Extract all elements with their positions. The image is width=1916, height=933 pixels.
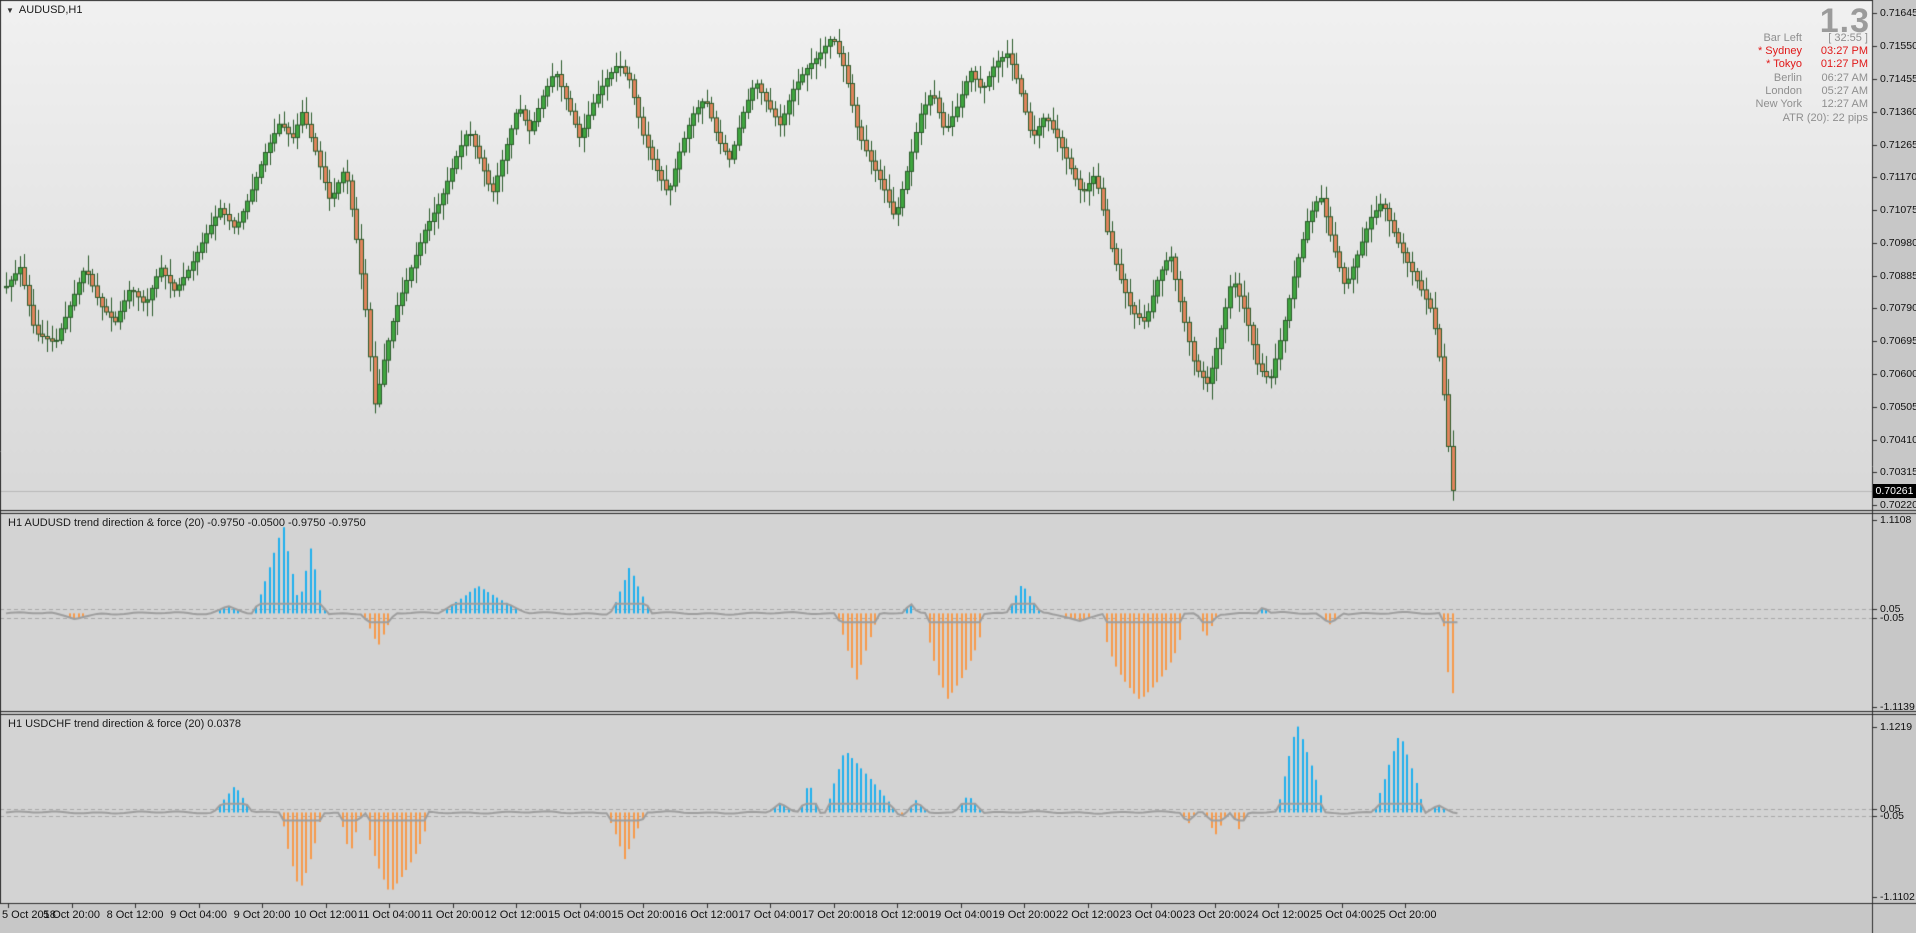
session-info-label: New York	[1755, 98, 1802, 111]
main-chart-pane[interactable]	[0, 0, 1872, 510]
session-info-label: Berlin	[1773, 71, 1802, 84]
symbol-label: ▼ AUDUSD,H1	[6, 4, 83, 16]
session-info-label: Bar Left	[1763, 32, 1802, 44]
symbol-dropdown-icon[interactable]: ▼	[6, 5, 14, 15]
session-info-value: 01:27 PM	[1820, 58, 1868, 71]
session-info-value: [ 32:55 ]	[1828, 32, 1868, 44]
session-info-value: 03:27 PM	[1820, 45, 1868, 58]
symbol-timeframe-text: AUDUSD,H1	[18, 4, 83, 16]
session-info-panel: Bar Left[ 32:55 ] * Sydney 03:27 PM * Tokyo…	[1638, 32, 1868, 111]
session-info-row: Berlin 06:27 AM	[1638, 72, 1868, 85]
time-axis[interactable]	[0, 903, 1916, 933]
session-info-label: London	[1765, 84, 1802, 97]
indicator-pane-audusd-tdf[interactable]	[0, 514, 1872, 711]
session-info-row: * Sydney 03:27 PM	[1638, 45, 1868, 58]
price-axis[interactable]	[1872, 0, 1916, 903]
session-info-label: * Tokyo	[1766, 58, 1802, 71]
session-info-row: * Tokyo 01:27 PM	[1638, 58, 1868, 71]
session-info-row: Bar Left [ 32:55 ]	[1638, 32, 1868, 45]
session-info-value: 12:27 AM	[1821, 98, 1868, 111]
session-info-value: 06:27 AM	[1821, 71, 1868, 84]
session-info-row: New York 12:27 AM	[1638, 98, 1868, 111]
session-info-value: 05:27 AM	[1821, 84, 1868, 97]
indicator-pane-usdchf-tdf[interactable]	[0, 715, 1872, 903]
session-info-row: London 05:27 AM	[1638, 85, 1868, 98]
session-info-label: * Sydney	[1757, 45, 1802, 58]
current-price-badge: 0.70261	[1873, 484, 1916, 499]
